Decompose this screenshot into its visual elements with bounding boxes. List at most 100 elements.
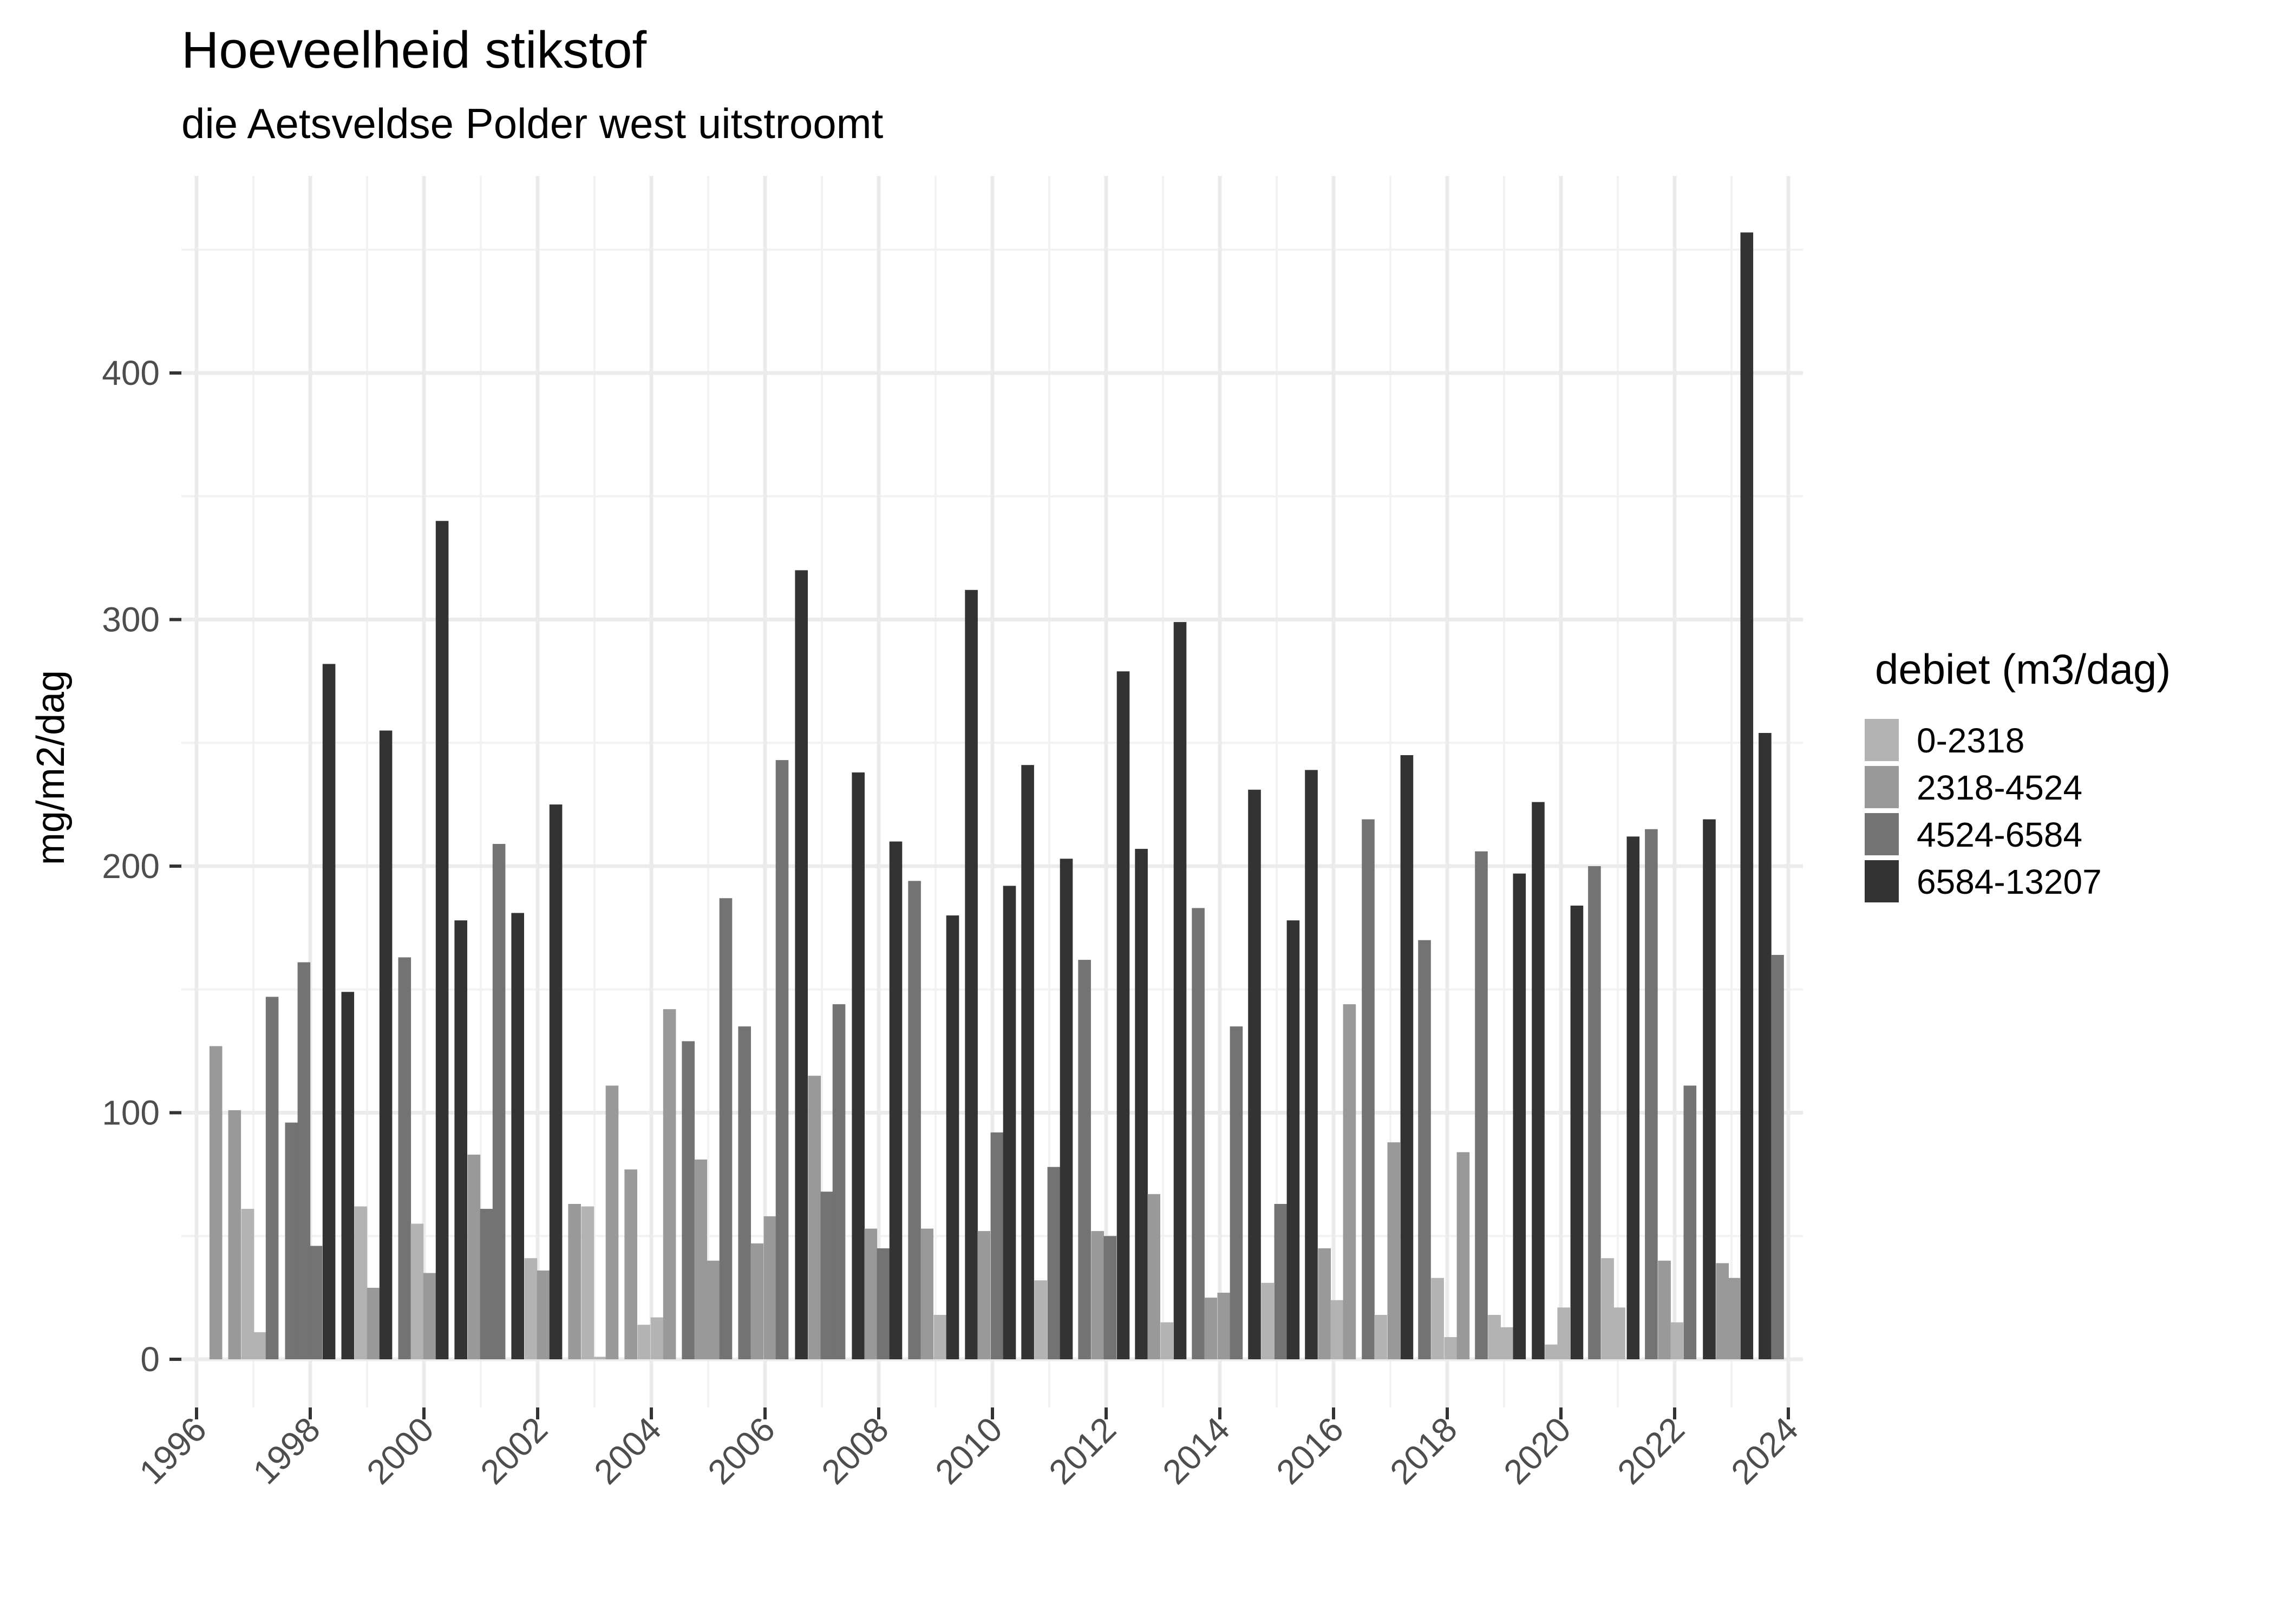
chart-title: Hoeveelheid stikstof: [181, 21, 646, 79]
bar: [663, 1009, 676, 1359]
bar: [852, 772, 865, 1359]
bar: [379, 730, 393, 1359]
bar: [297, 962, 311, 1359]
bar: [1444, 1337, 1458, 1359]
x-tick-label: 2024: [1723, 1410, 1806, 1492]
x-tick-label: 2002: [473, 1410, 555, 1492]
bar: [605, 1085, 619, 1359]
bar: [1601, 1258, 1614, 1359]
bar: [1078, 960, 1091, 1359]
legend-label: 6584-13207: [1917, 862, 2102, 901]
x-tick-label: 2000: [359, 1410, 441, 1492]
legend-items: 0-2318 2318-4524 4524-6584 6584-13207: [1865, 719, 2102, 902]
bar: [1431, 1278, 1444, 1359]
bar: [454, 920, 467, 1359]
legend-title: debiet (m3/dag): [1875, 645, 2171, 693]
bar: [1545, 1344, 1558, 1359]
bar: [1740, 232, 1754, 1360]
bar: [1305, 770, 1318, 1359]
bar: [650, 1317, 664, 1359]
bar: [341, 992, 355, 1359]
bar: [1192, 908, 1205, 1359]
x-tick-label: 2012: [1041, 1410, 1123, 1492]
x-tick-label: 2016: [1269, 1410, 1351, 1492]
bar: [1703, 819, 1716, 1359]
x-tick-label: 2004: [586, 1410, 669, 1492]
bar: [228, 1110, 241, 1359]
bar: [309, 1246, 323, 1359]
y-tick-label: 400: [102, 353, 160, 392]
bar: [1488, 1315, 1501, 1359]
bar: [1330, 1300, 1344, 1359]
y-tick-label: 300: [102, 600, 160, 639]
bar: [1418, 940, 1431, 1359]
legend-item: 0-2318: [1865, 719, 2024, 761]
bar: [322, 664, 336, 1359]
bar: [864, 1228, 878, 1359]
bar: [367, 1287, 380, 1359]
bar: [253, 1332, 266, 1359]
bar: [1683, 1085, 1697, 1359]
bar: [750, 1243, 764, 1359]
bar-series: [209, 232, 1784, 1360]
bar: [719, 898, 733, 1359]
bar: [549, 804, 563, 1359]
bar: [524, 1258, 538, 1359]
x-tick-label: 2020: [1496, 1410, 1578, 1492]
x-tick-label: 2008: [814, 1410, 896, 1492]
bar: [1135, 849, 1148, 1359]
bar: [624, 1169, 637, 1359]
bar: [1204, 1298, 1217, 1359]
legend-item: 4524-6584: [1865, 813, 2082, 855]
bar: [1771, 955, 1784, 1359]
bar: [581, 1206, 594, 1359]
bar: [511, 913, 524, 1359]
bar: [568, 1204, 581, 1359]
bar: [1003, 886, 1016, 1359]
bar: [1612, 1307, 1625, 1359]
bar: [946, 915, 959, 1359]
bar: [920, 1228, 933, 1359]
bar: [209, 1046, 223, 1359]
x-tick-label: 2010: [927, 1410, 1010, 1492]
legend-swatch: [1865, 766, 1899, 808]
bar: [1588, 866, 1601, 1359]
legend: debiet (m3/dag) 0-2318 2318-4524 4524-6584…: [1865, 645, 2171, 902]
bar: [877, 1248, 890, 1359]
bar: [1626, 836, 1640, 1359]
bar: [1230, 1026, 1243, 1359]
bar: [593, 1357, 607, 1359]
bar: [467, 1154, 481, 1359]
bar: [1091, 1231, 1104, 1359]
bar: [492, 844, 506, 1359]
bar: [889, 841, 903, 1359]
bar: [738, 1026, 751, 1359]
bar: [1374, 1315, 1387, 1359]
bar: [908, 881, 921, 1359]
bar: [537, 1271, 550, 1359]
y-tick-label: 100: [102, 1093, 160, 1132]
bar: [682, 1041, 695, 1359]
bar: [1557, 1307, 1570, 1359]
bar: [1513, 873, 1526, 1359]
legend-item: 2318-4524: [1865, 766, 2082, 808]
plot-panel: [181, 176, 1803, 1407]
bar: [1047, 1167, 1061, 1359]
bar: [1034, 1280, 1047, 1359]
legend-item: 6584-13207: [1865, 860, 2102, 902]
bar: [1160, 1322, 1174, 1359]
bar: [1387, 1142, 1401, 1359]
bar: [990, 1132, 1004, 1359]
bar: [1217, 1293, 1231, 1359]
bar: [1274, 1204, 1288, 1359]
bar: [933, 1315, 947, 1359]
bar: [1116, 671, 1130, 1359]
x-tick-label: 2022: [1610, 1410, 1692, 1492]
bar: [1400, 755, 1414, 1359]
bar: [1362, 819, 1375, 1359]
bar: [1318, 1248, 1331, 1359]
y-tick-label: 200: [102, 847, 160, 886]
bar: [808, 1076, 821, 1359]
x-tick-label: 2006: [700, 1410, 782, 1492]
